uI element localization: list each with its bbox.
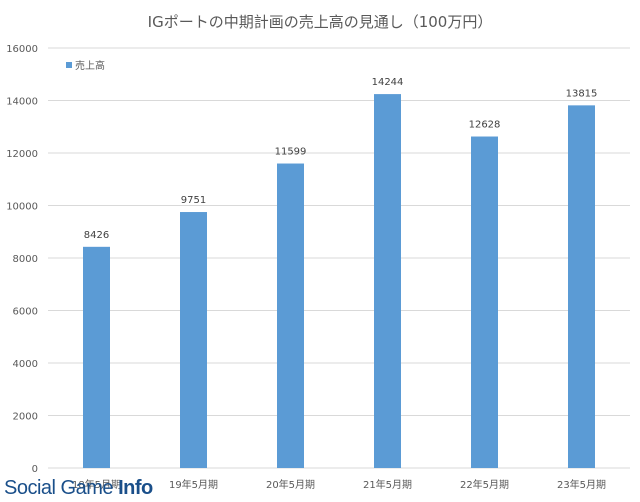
- legend-swatch: [66, 62, 72, 68]
- chart-title: IGポートの中期計画の売上高の見通し（100万円）: [148, 13, 493, 31]
- y-tick-label: 2000: [13, 412, 38, 423]
- data-label: 11599: [275, 147, 307, 158]
- y-tick-label: 12000: [6, 149, 38, 160]
- bar: [568, 105, 595, 468]
- x-tick-label: 22年5月期: [460, 478, 509, 491]
- bar: [83, 246, 110, 468]
- bars: [83, 94, 595, 468]
- watermark-main: Social Game: [4, 477, 119, 499]
- data-label: 8426: [84, 230, 109, 241]
- gridlines: [48, 47, 630, 469]
- legend-label: 売上高: [75, 59, 105, 72]
- x-tick-label: 18年5月期: [72, 478, 121, 491]
- data-label: 12628: [469, 120, 501, 131]
- y-axis: 0 2000 4000 6000 8000 10000 12000 14000 16000: [6, 44, 38, 475]
- x-tick-label: 20年5月期: [266, 478, 315, 491]
- x-tick-label: 23年5月期: [557, 478, 606, 491]
- watermark-accent: Info: [118, 477, 153, 499]
- bar: [374, 94, 401, 468]
- y-tick-label: 4000: [13, 359, 38, 370]
- data-label: 14244: [372, 77, 404, 88]
- x-tick-label: 21年5月期: [363, 478, 412, 491]
- bar: [471, 136, 498, 468]
- y-tick-label: 16000: [6, 44, 38, 55]
- watermark-logo: Social Game Info: [4, 477, 153, 500]
- x-tick-label: 19年5月期: [169, 478, 218, 491]
- legend: 売上高: [66, 59, 105, 72]
- bar: [180, 212, 207, 468]
- bar: [277, 163, 304, 468]
- data-labels: 8426 9751 11599 14244 12628 13815: [84, 77, 598, 241]
- y-tick-label: 6000: [13, 307, 38, 318]
- data-label: 9751: [181, 195, 206, 206]
- data-label: 13815: [566, 88, 598, 99]
- x-axis: 18年5月期 19年5月期 20年5月期 21年5月期 22年5月期 23年5月期: [72, 478, 606, 491]
- y-tick-label: 0: [32, 464, 38, 475]
- y-tick-label: 14000: [6, 97, 38, 108]
- y-tick-label: 8000: [13, 254, 38, 265]
- y-tick-label: 10000: [6, 202, 38, 213]
